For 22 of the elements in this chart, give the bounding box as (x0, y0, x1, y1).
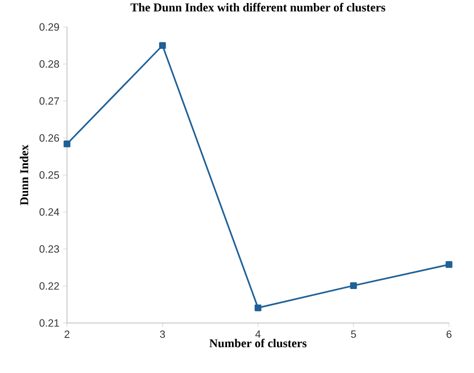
y-tick-label: 0.26 (40, 134, 60, 142)
x-tick-label: 3 (160, 330, 165, 338)
point (446, 261, 452, 268)
chart-title: The Dunn Index with different number of clusters (130, 2, 386, 12)
x-tick-label: 6 (446, 330, 452, 338)
x-tick-label: 4 (255, 330, 261, 338)
y-tick-label: 0.24 (40, 208, 60, 216)
point (64, 140, 70, 148)
x-axis-title: Number of clusters (209, 338, 307, 348)
y-tick-label: 0.28 (40, 60, 60, 68)
y-tick-label: 0.29 (40, 23, 59, 31)
y-tick-label: 0.21 (40, 319, 59, 327)
x-tick-label: 2 (64, 330, 70, 338)
y-tick-label: 0.25 (40, 171, 60, 179)
x-tick-label: 5 (351, 330, 356, 338)
point (350, 282, 357, 290)
y-tick-label: 0.22 (40, 282, 59, 290)
point (254, 304, 262, 312)
y-tick-label: 0.27 (40, 97, 59, 105)
y-tick-label: 0.23 (40, 245, 60, 253)
point (159, 42, 166, 49)
y-axis-title: Dunn Index (20, 144, 28, 206)
